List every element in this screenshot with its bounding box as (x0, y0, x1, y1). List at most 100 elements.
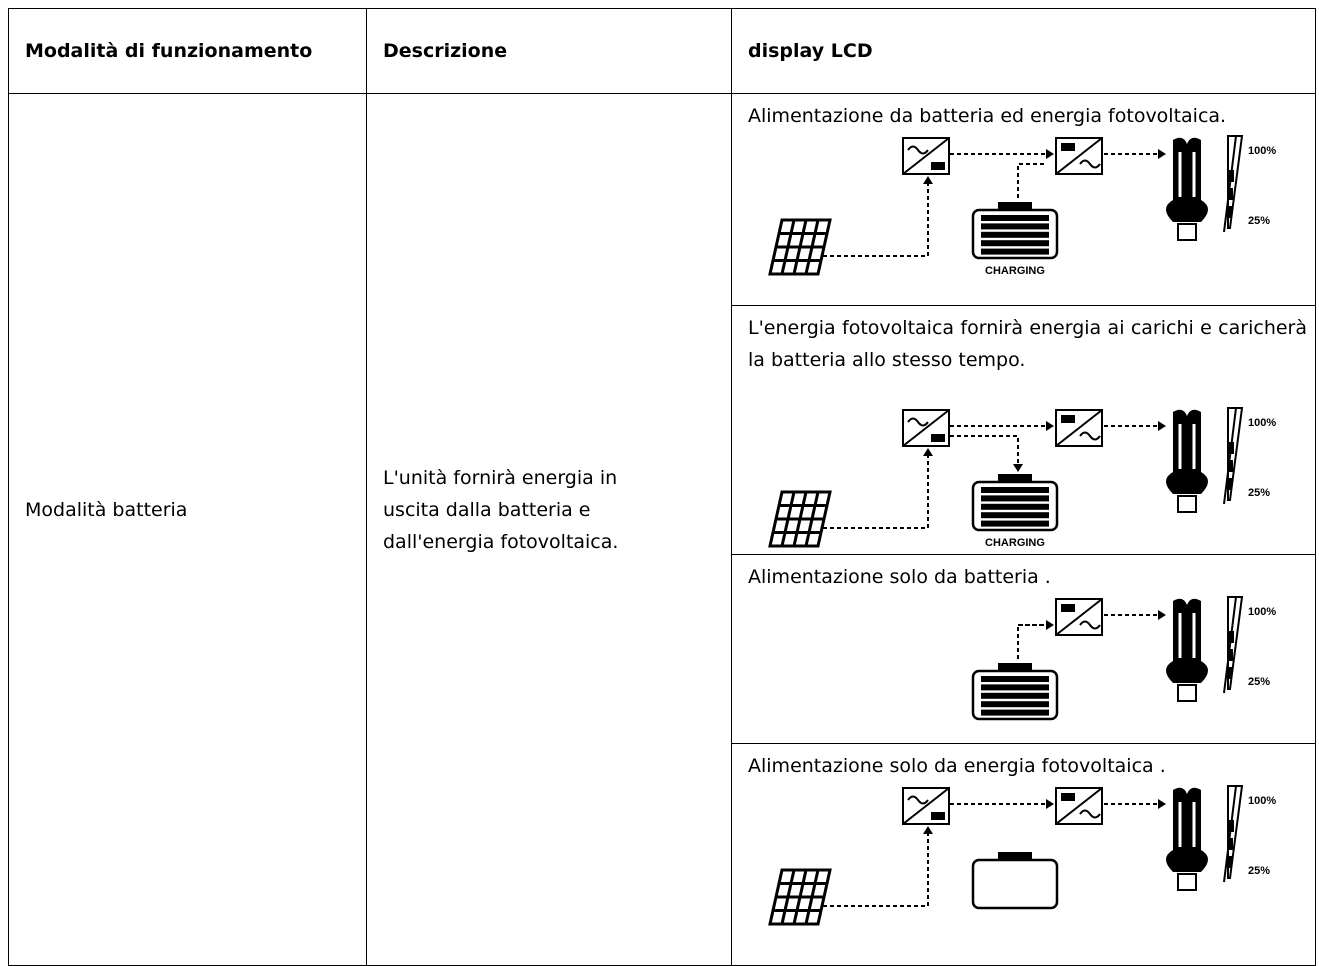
description-cell: L'unità fornirà energia in uscita dalla … (366, 93, 732, 966)
dc (1061, 604, 1075, 612)
battery-level (981, 701, 1049, 708)
load-level (1228, 460, 1233, 472)
mode-table: Modalità di funzionamento Descrizione di… (8, 8, 1316, 966)
inverter-slash (902, 137, 950, 175)
lcd-cell: Alimentazione solo da energia fotovoltai… (731, 743, 1316, 966)
bulb-tube (1178, 424, 1196, 469)
wave (1079, 431, 1101, 441)
link (950, 435, 1019, 466)
bulb-base (1177, 223, 1197, 241)
load-max-label: 100% (1248, 145, 1276, 157)
load-level (1228, 188, 1233, 200)
solar-grid (804, 491, 820, 547)
lcd-text: Alimentazione solo da batteria . (748, 566, 1051, 588)
battery-level (981, 240, 1049, 247)
arrow-head (1158, 421, 1166, 431)
arrow-head (1046, 620, 1054, 630)
lcd-diagram: CHARGING 100% 25% (768, 407, 1276, 549)
load-max-label: 100% (1248, 417, 1276, 429)
lcd-diagram: 100% 25% (768, 785, 1276, 926)
wave (907, 417, 929, 427)
load-min-label: 25% (1248, 487, 1270, 499)
charging-label: CHARGING (985, 537, 1045, 549)
load-level (1228, 856, 1232, 868)
load-level (1228, 820, 1234, 832)
battery (971, 858, 1059, 910)
link (823, 182, 929, 257)
load-meter (1223, 135, 1244, 233)
load-max-label: 100% (1248, 606, 1276, 618)
arrow-head (1158, 799, 1166, 809)
load-min-label: 25% (1248, 215, 1270, 227)
battery-cap (998, 852, 1032, 860)
load-meter (1223, 785, 1244, 883)
load-level (1228, 170, 1234, 182)
load-min-label: 25% (1248, 865, 1270, 877)
inverter-slash (902, 787, 950, 825)
battery-cap (998, 202, 1032, 210)
battery-level (981, 692, 1049, 699)
arrow-head (923, 826, 933, 834)
lcd-text: Alimentazione da batteria ed energia fot… (748, 105, 1227, 127)
battery-level (981, 223, 1049, 230)
page: {"table":{"header":["Modalità di funzion… (8, 8, 1316, 966)
battery-cap (998, 474, 1032, 482)
lcd-diagram: CHARGING 100% 25% (768, 135, 1276, 277)
inverter-slash (1055, 137, 1103, 175)
battery-cap (998, 663, 1032, 671)
bulb (1166, 137, 1208, 222)
link (823, 454, 929, 529)
header-cell: Descrizione (366, 8, 732, 94)
lcd-diagram: 100% 25% (971, 596, 1276, 721)
bulb-tube (1178, 152, 1196, 197)
load-max-label: 100% (1248, 795, 1276, 807)
bulb-tube (1178, 802, 1196, 847)
bulb-base (1177, 873, 1197, 891)
arrow-head (1046, 799, 1054, 809)
charging-label: CHARGING (985, 265, 1045, 277)
inverter-slash (902, 409, 950, 447)
dc (931, 812, 945, 820)
load-level (1228, 631, 1234, 643)
battery-level (981, 248, 1049, 255)
load-level (1228, 478, 1232, 490)
mode-cell: Modalità batteria (8, 93, 367, 966)
load-min-label: 25% (1248, 676, 1270, 688)
load-level (1228, 667, 1232, 679)
header-row: Modalità di funzionamento Descrizione di… (8, 8, 1316, 94)
battery-level (981, 512, 1049, 519)
description-line: L'unità fornirà energia in (383, 466, 618, 489)
load-level (1228, 206, 1232, 218)
arrow-head (1046, 421, 1054, 431)
wave (1079, 159, 1101, 169)
lcd-cell: Alimentazione solo da batteria . 100% 25% (731, 554, 1316, 744)
dc (931, 162, 945, 170)
description-line: uscita dalla batteria e (383, 498, 591, 521)
lcd-text: Alimentazione solo da energia fotovoltai… (748, 755, 1166, 777)
battery-level (981, 487, 1049, 493)
battery-level (981, 520, 1049, 527)
battery-level (981, 231, 1049, 238)
inverter-slash (1055, 409, 1103, 447)
dc (1061, 793, 1075, 801)
dc (931, 434, 945, 442)
wave (1079, 620, 1101, 630)
bulb (1166, 787, 1208, 872)
load-level (1228, 649, 1233, 661)
arrow-head (1158, 149, 1166, 159)
arrow-head (923, 176, 933, 184)
lcd-cell: L'energia fotovoltaica fornirà energia a… (731, 305, 1316, 555)
battery-level (981, 495, 1049, 502)
lcd-text: L'energia fotovoltaica fornirà energia a… (748, 317, 1307, 371)
battery-level (981, 709, 1049, 716)
inverter-slash (1055, 787, 1103, 825)
battery-level (981, 503, 1049, 510)
bulb-base (1177, 495, 1197, 513)
load-meter (1223, 407, 1244, 505)
description-line: dall'energia fotovoltaica. (383, 530, 619, 553)
header-cell: display LCD (731, 8, 1316, 94)
solar-grid (804, 219, 820, 275)
battery-level (981, 676, 1049, 682)
arrow-head (1046, 149, 1054, 159)
link (823, 832, 929, 907)
